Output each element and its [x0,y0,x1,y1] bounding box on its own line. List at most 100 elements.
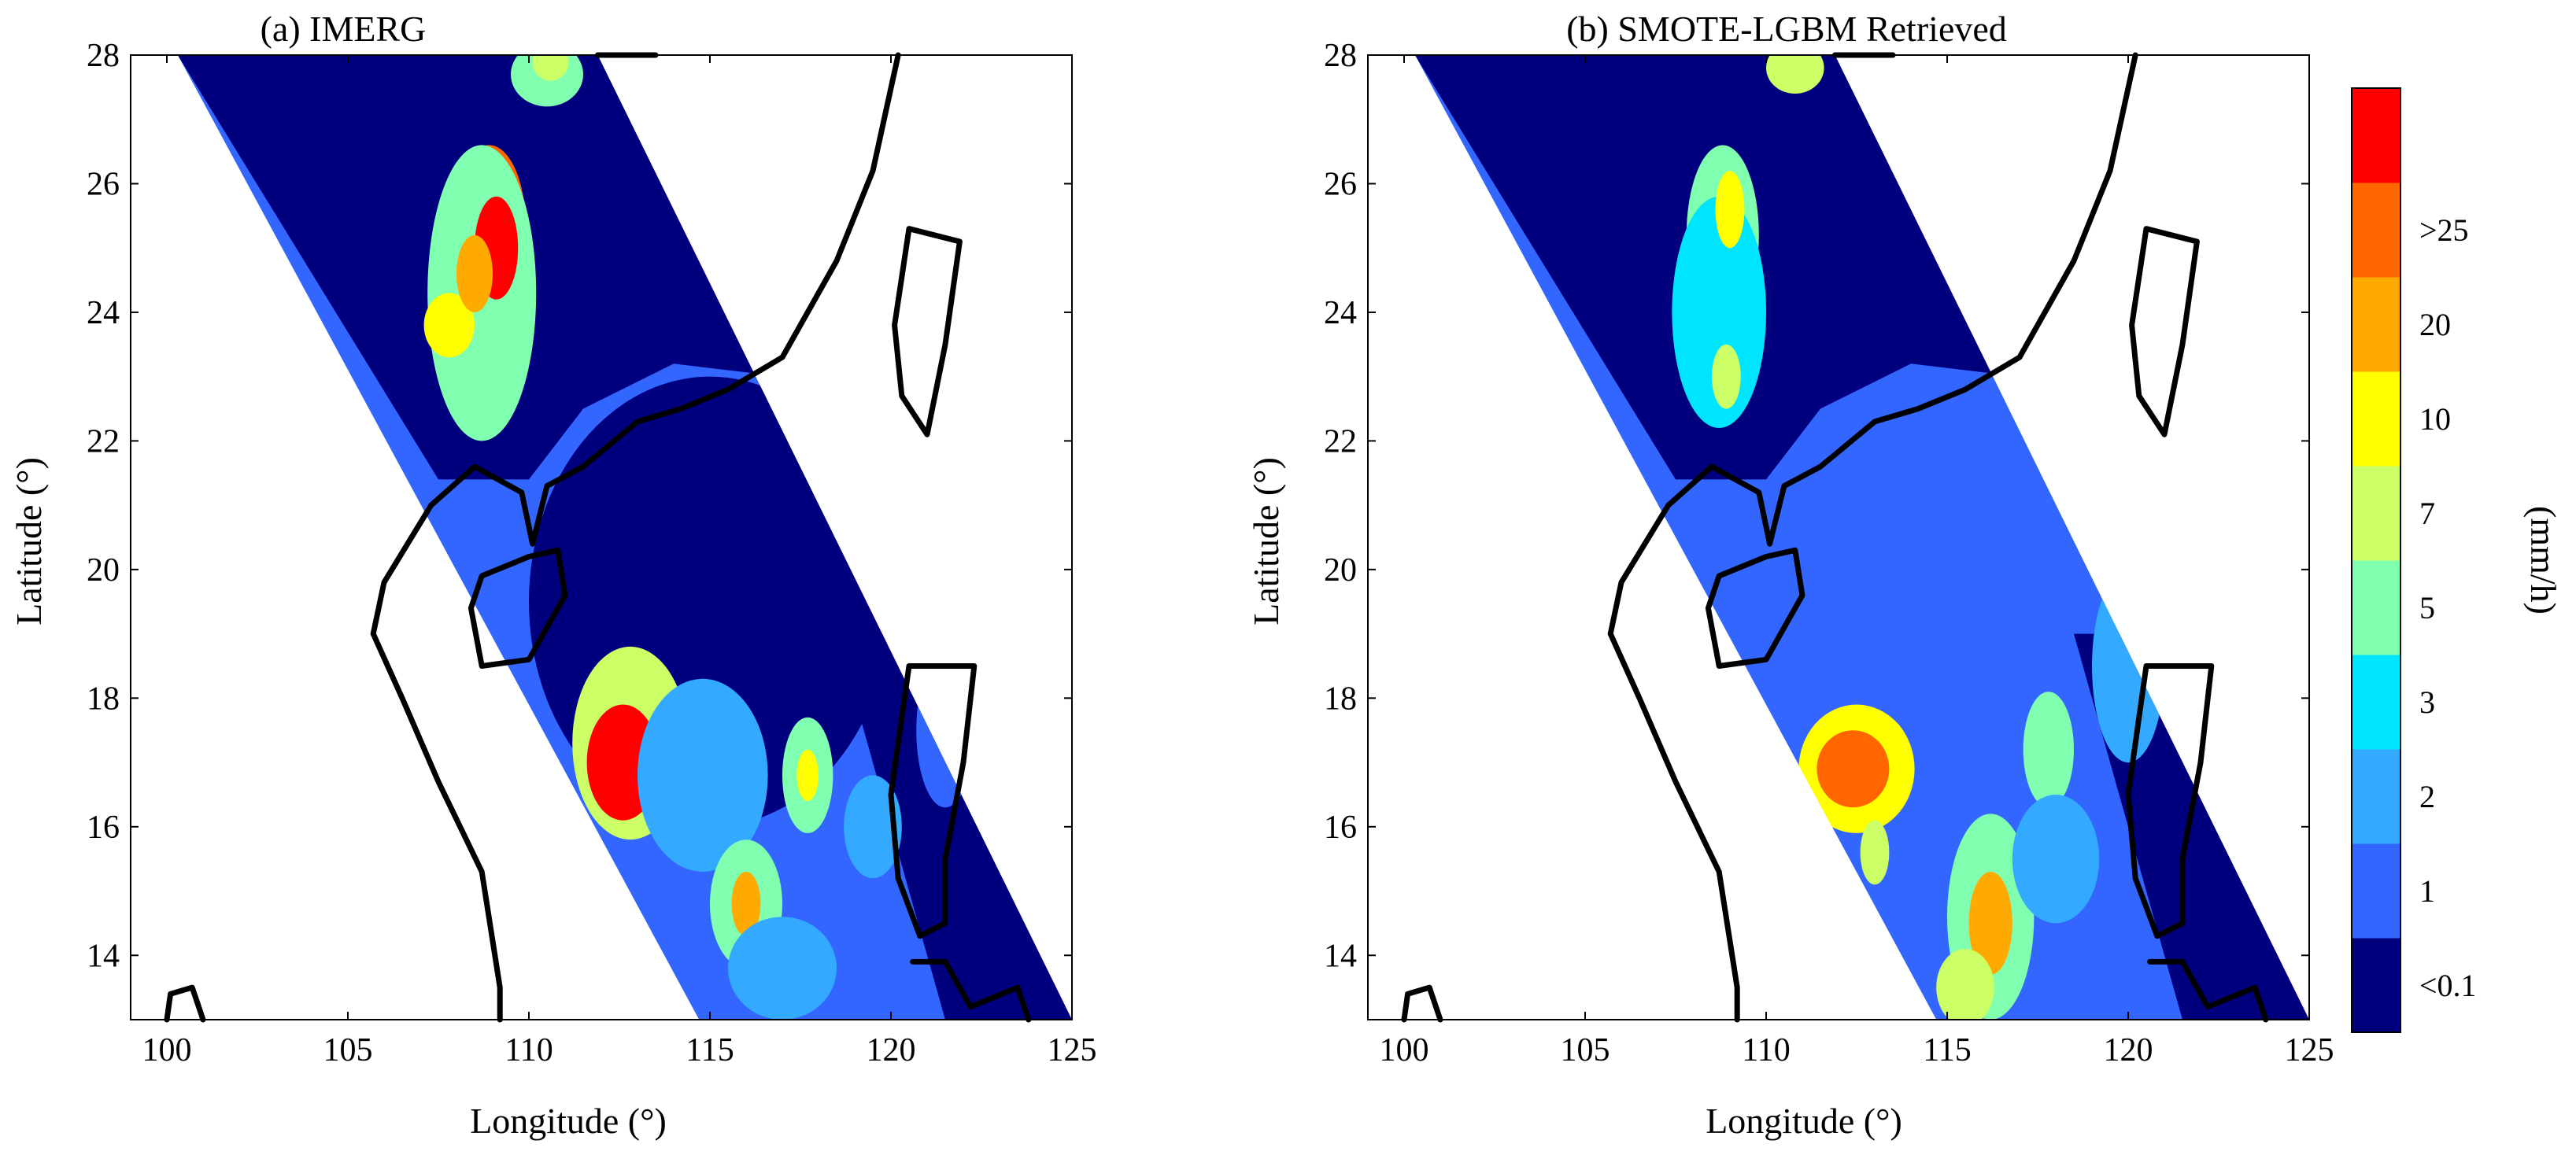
colorbar-tick-label: <0.1 [2419,968,2477,1003]
x-axis-label: Longitude (°) [470,1101,667,1141]
colorbar-tick-label: 7 [2419,496,2435,531]
x-tick-label: 100 [1380,1032,1429,1068]
colorbar-tick-label: 10 [2419,401,2451,437]
panel-title: (a) IMERG [261,9,427,49]
colorbar-tick-label: 1 [2419,873,2435,909]
colorbar-swatch [2352,938,2400,1033]
y-tick-label: 24 [87,295,120,331]
x-tick-label: 120 [867,1032,916,1068]
coastline-layer [164,52,1032,1023]
dry-area [837,633,1072,1020]
colorbar-swatch [2352,371,2400,467]
y-tick-label: 28 [1324,38,1357,74]
y-tick-label: 20 [1324,552,1357,589]
x-axis-ticks: 100 105 110 115 120 125 [142,55,1097,1068]
colorbar-swatch [2352,843,2400,939]
rain-cell [1860,820,1890,885]
y-tick-label: 16 [1324,810,1357,846]
y-tick-label: 14 [1324,938,1357,974]
rain-cell [2012,794,2100,924]
colorbar-frame [2351,87,2401,1033]
x-tick-label: 110 [504,1032,553,1068]
panel-imerg: (a) IMERG 100 105 110 115 120 125 14 16 18 20 22 2… [9,9,1097,1141]
colorbar-tick-label: >25 [2419,212,2469,248]
colorbar-ticks: <0.1 1 2 3 5 7 10 20 >25 [2419,212,2477,1003]
y-tick-label: 28 [87,38,120,74]
x-tick-label: 105 [1561,1032,1610,1068]
coastline [888,663,978,939]
map-area [1401,52,2309,1023]
x-tick-label: 105 [323,1032,373,1068]
rain-cell [1672,196,1766,428]
y-axis-label: Latitude (°) [9,457,49,625]
x-tick-label: 110 [1742,1032,1790,1068]
rain-cell [728,917,837,1020]
panel-smote-lgbm: (b) SMOTE-LGBM Retrieved 100 105 110 115 120… [1246,9,2334,1141]
y-tick-label: 20 [87,552,120,589]
rain-cell [456,234,493,312]
colorbar-swatch [2352,466,2400,561]
colorbar-tick-label: 20 [2419,307,2451,342]
x-tick-label: 115 [686,1032,734,1068]
x-tick-label: 125 [2285,1032,2334,1068]
coastline [164,984,206,1023]
colorbar-tick-label: 5 [2419,590,2435,625]
colorbar: <0.1 1 2 3 5 7 10 20 >25 (mm/h) [2351,87,2563,1033]
rain-cell [532,55,569,81]
coastline-layer [1401,52,2269,1023]
x-tick-label: 120 [2104,1032,2153,1068]
panel-title: (b) SMOTE-LGBM Retrieved [1566,9,2007,49]
y-tick-label: 24 [1324,295,1357,331]
x-axis-ticks: 100 105 110 115 120 125 [1380,55,2334,1068]
coastline [370,52,901,1023]
rain-cell [731,872,761,936]
x-tick-label: 115 [1923,1032,1971,1068]
coastline [2125,663,2215,939]
rain-cell [1817,730,1890,808]
coastline [468,547,568,669]
y-tick-label: 22 [87,423,120,459]
rain-cell [1968,872,2012,975]
rain-cell [1715,171,1745,249]
swath-layer [177,55,1072,1020]
x-tick-label: 100 [142,1032,192,1068]
y-tick-label: 18 [1324,681,1357,717]
y-tick-label: 14 [87,938,120,974]
rain-cell [1712,344,1741,409]
colorbar-swatch [2352,88,2400,183]
colorbar-swatch [2352,560,2400,655]
map-area [164,52,1072,1023]
colorbar-swatch [2352,655,2400,750]
coastline [2147,958,2269,1023]
rain-cell [2023,692,2074,808]
colorbar-tick-label: 2 [2419,779,2435,814]
rain-cell [844,775,902,879]
map-frame [1367,54,2310,1020]
colorbar-swatch [2352,277,2400,372]
coastline [1401,984,1443,1023]
y-tick-label: 22 [1324,423,1357,459]
x-tick-label: 125 [1048,1032,1097,1068]
colorbar-blocks [2352,88,2400,1033]
rain-cell [1766,55,1824,94]
y-axis-ticks: 14 16 18 20 22 24 26 28 [1324,38,2309,974]
coastline [1607,52,2138,1023]
colorbar-label: (mm/h) [2523,506,2563,614]
coastline [910,958,1032,1023]
y-tick-label: 26 [87,166,120,202]
colorbar-swatch [2352,749,2400,844]
colorbar-tick-label: 3 [2419,684,2435,720]
swath-layer [1414,55,2309,1020]
y-tick-label: 26 [1324,166,1357,202]
rain-cell [423,293,475,358]
rain-cell [638,678,768,872]
coastline [2129,226,2200,437]
y-axis-ticks: 14 16 18 20 22 24 26 28 [87,38,1072,974]
y-tick-label: 18 [87,681,120,717]
y-axis-label: Latitude (°) [1246,457,1286,625]
x-axis-label: Longitude (°) [1706,1101,1902,1141]
y-tick-label: 16 [87,810,120,846]
coastline [1705,547,1805,669]
map-frame [130,54,1073,1020]
